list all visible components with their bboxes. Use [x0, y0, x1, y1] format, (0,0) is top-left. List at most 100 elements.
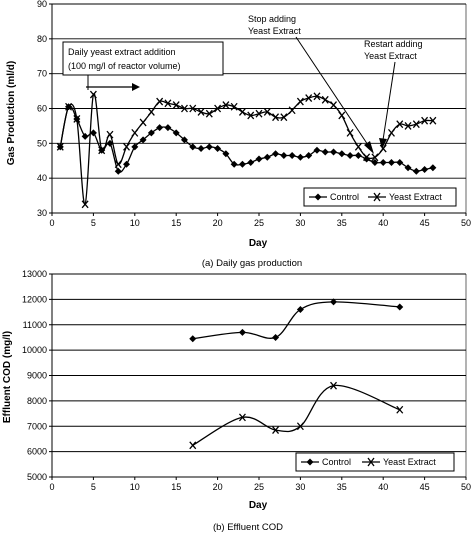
annotation-addition-arrowhead — [132, 83, 140, 91]
chart-a-yeast-extract-point — [313, 92, 321, 101]
chart-b-x-tick-label: 50 — [461, 482, 471, 492]
chart-a-control-point — [396, 158, 404, 166]
chart-b-legend-control-marker — [306, 458, 314, 466]
chart-a-control-point — [89, 129, 97, 137]
annotation-stop-line1: Stop adding — [248, 14, 296, 24]
chart-b-control-point — [330, 298, 338, 306]
chart-a-yeast-extract-point — [330, 101, 338, 109]
chart-a-control-point — [272, 150, 280, 158]
chart-a-yeast-extract-point — [123, 142, 131, 151]
chart-b-gridlines — [52, 273, 466, 453]
chart-a-yeast-extract-point — [396, 120, 404, 129]
chart-b-xlabel: Day — [249, 500, 268, 511]
chart-a-yeast-extract-point — [189, 104, 197, 113]
chart-a-legend-yeast-label: Yeast Extract — [389, 192, 442, 202]
chart-a-series — [56, 90, 437, 209]
annotation-stop-line2: Yeast Extract — [248, 26, 301, 36]
chart-a-y-tick-label: 50 — [37, 138, 47, 148]
chart-a-x-tick-label: 30 — [295, 218, 305, 228]
chart-a-control-point — [429, 164, 437, 172]
chart-b-tick-labels: 0 5 10 15 20 25 30 35 40 45 50 5000 6000 7000 8000 9000… — [22, 269, 471, 492]
chart-a-yeast-extract-point — [230, 102, 238, 111]
chart-a-legend-control-marker — [314, 193, 322, 201]
chart-a-yeast-extract-point — [205, 109, 213, 118]
chart-a-control-point — [123, 160, 131, 168]
chart-a-xlabel: Day — [249, 238, 268, 249]
chart-a-yeast-extract-point — [354, 142, 362, 151]
chart-b-x-tick-label: 5 — [91, 482, 96, 492]
chart-a-yeast-extract-point — [338, 111, 346, 120]
annotation-addition-line1: Daily yeast extract addition — [68, 47, 176, 57]
chart-a-yeast-extract-point — [89, 90, 97, 99]
chart-a-yeast-extract-point — [147, 108, 155, 116]
chart-a-yeast-extract-point — [164, 99, 172, 108]
chart-a-yeast-extract-point — [222, 101, 230, 109]
chart-a-control-point — [172, 129, 180, 137]
chart-a-caption: (a) Daily gas production — [202, 258, 302, 269]
chart-a-control-point — [421, 165, 429, 173]
chart-a-control-point — [288, 152, 296, 160]
chart-a-yeast-extract-point — [404, 121, 412, 130]
chart-a-legend-control-label: Control — [330, 192, 359, 202]
annotation-stop-arrowhead — [364, 141, 374, 154]
chart-b-yeast-extract-point — [330, 381, 338, 390]
chart-b-x-tick-label: 25 — [254, 482, 264, 492]
chart-a-control-point — [354, 152, 362, 160]
chart-a-yeast-extract-point — [73, 115, 81, 123]
chart-a-yeast-extract-point — [379, 144, 387, 153]
chart-b-x-tick-label: 35 — [337, 482, 347, 492]
chart-a-yeast-extract-point — [106, 130, 114, 139]
chart-b-yeast-extract-point — [296, 422, 304, 431]
chart-a-control-point — [106, 139, 114, 147]
chart-a-control-point — [412, 167, 420, 175]
chart-a-gas-production: 0 5 10 15 20 25 30 35 40 45 50 30 40 50 60 70 80 90 Day G… — [6, 0, 471, 269]
chart-b-control-point — [189, 335, 197, 343]
chart-b-y-tick-label: 9000 — [27, 371, 47, 381]
chart-a-control-point — [280, 152, 288, 160]
chart-a-yeast-extract-point — [172, 101, 180, 109]
chart-b-control-point — [272, 333, 280, 341]
chart-a-yeast-extract-point — [56, 142, 64, 151]
chart-a-yeast-extract-point — [214, 104, 222, 113]
chart-b-caption: (b) Effluent COD — [213, 522, 283, 533]
chart-b-effluent-cod: 0 5 10 15 20 25 30 35 40 45 50 5000 6000 7000 8000 9000… — [2, 269, 471, 533]
chart-a-yeast-extract-point — [321, 95, 329, 104]
chart-a-control-point — [222, 150, 230, 158]
chart-a-control-point — [139, 136, 147, 144]
chart-a-y-tick-label: 60 — [37, 104, 47, 114]
chart-a-control-point — [263, 153, 271, 161]
chart-a-control-point — [205, 143, 213, 151]
chart-a-control-point — [156, 124, 164, 132]
chart-b-axes — [49, 273, 467, 480]
chart-a-yeast-extract-point — [346, 128, 354, 137]
chart-b-legend-yeast-marker — [367, 457, 375, 467]
chart-a-control-point — [338, 150, 346, 158]
chart-a-yeast-extract-point — [180, 104, 188, 113]
chart-a-y-tick-label: 70 — [37, 69, 47, 79]
chart-a-yeast-extract-point — [255, 109, 263, 118]
annotation-addition: Daily yeast extract addition (100 mg/l o… — [62, 41, 224, 91]
chart-a-control-point — [371, 158, 379, 166]
chart-b-control-line — [192, 301, 400, 340]
annotation-restart-line1: Restart adding — [364, 39, 423, 49]
chart-a-legend-yeast-marker — [373, 192, 381, 202]
chart-a-x-tick-label: 35 — [337, 218, 347, 228]
chart-a-control-point — [363, 155, 371, 163]
chart-b-series — [189, 298, 404, 450]
chart-a-yeast-extract-point — [197, 108, 205, 116]
chart-a-x-tick-label: 50 — [461, 218, 471, 228]
chart-a-control-point — [147, 129, 155, 137]
chart-a-control-point — [81, 132, 89, 140]
chart-a-control-point — [230, 160, 238, 168]
chart-b-y-tick-label: 6000 — [27, 447, 47, 457]
annotation-stop: Stop adding Yeast Extract — [248, 14, 374, 154]
chart-b-control-point — [396, 303, 404, 311]
chart-a-yeast-extract-point — [421, 116, 429, 125]
chart-a-control-point — [379, 158, 387, 166]
chart-a-control-point — [255, 155, 263, 163]
chart-a-control-point — [404, 164, 412, 172]
annotation-addition-line2: (100 mg/l of reactor volume) — [68, 61, 181, 71]
chart-a-yeast-extract-point — [288, 106, 296, 115]
chart-a-control-point — [114, 167, 122, 175]
